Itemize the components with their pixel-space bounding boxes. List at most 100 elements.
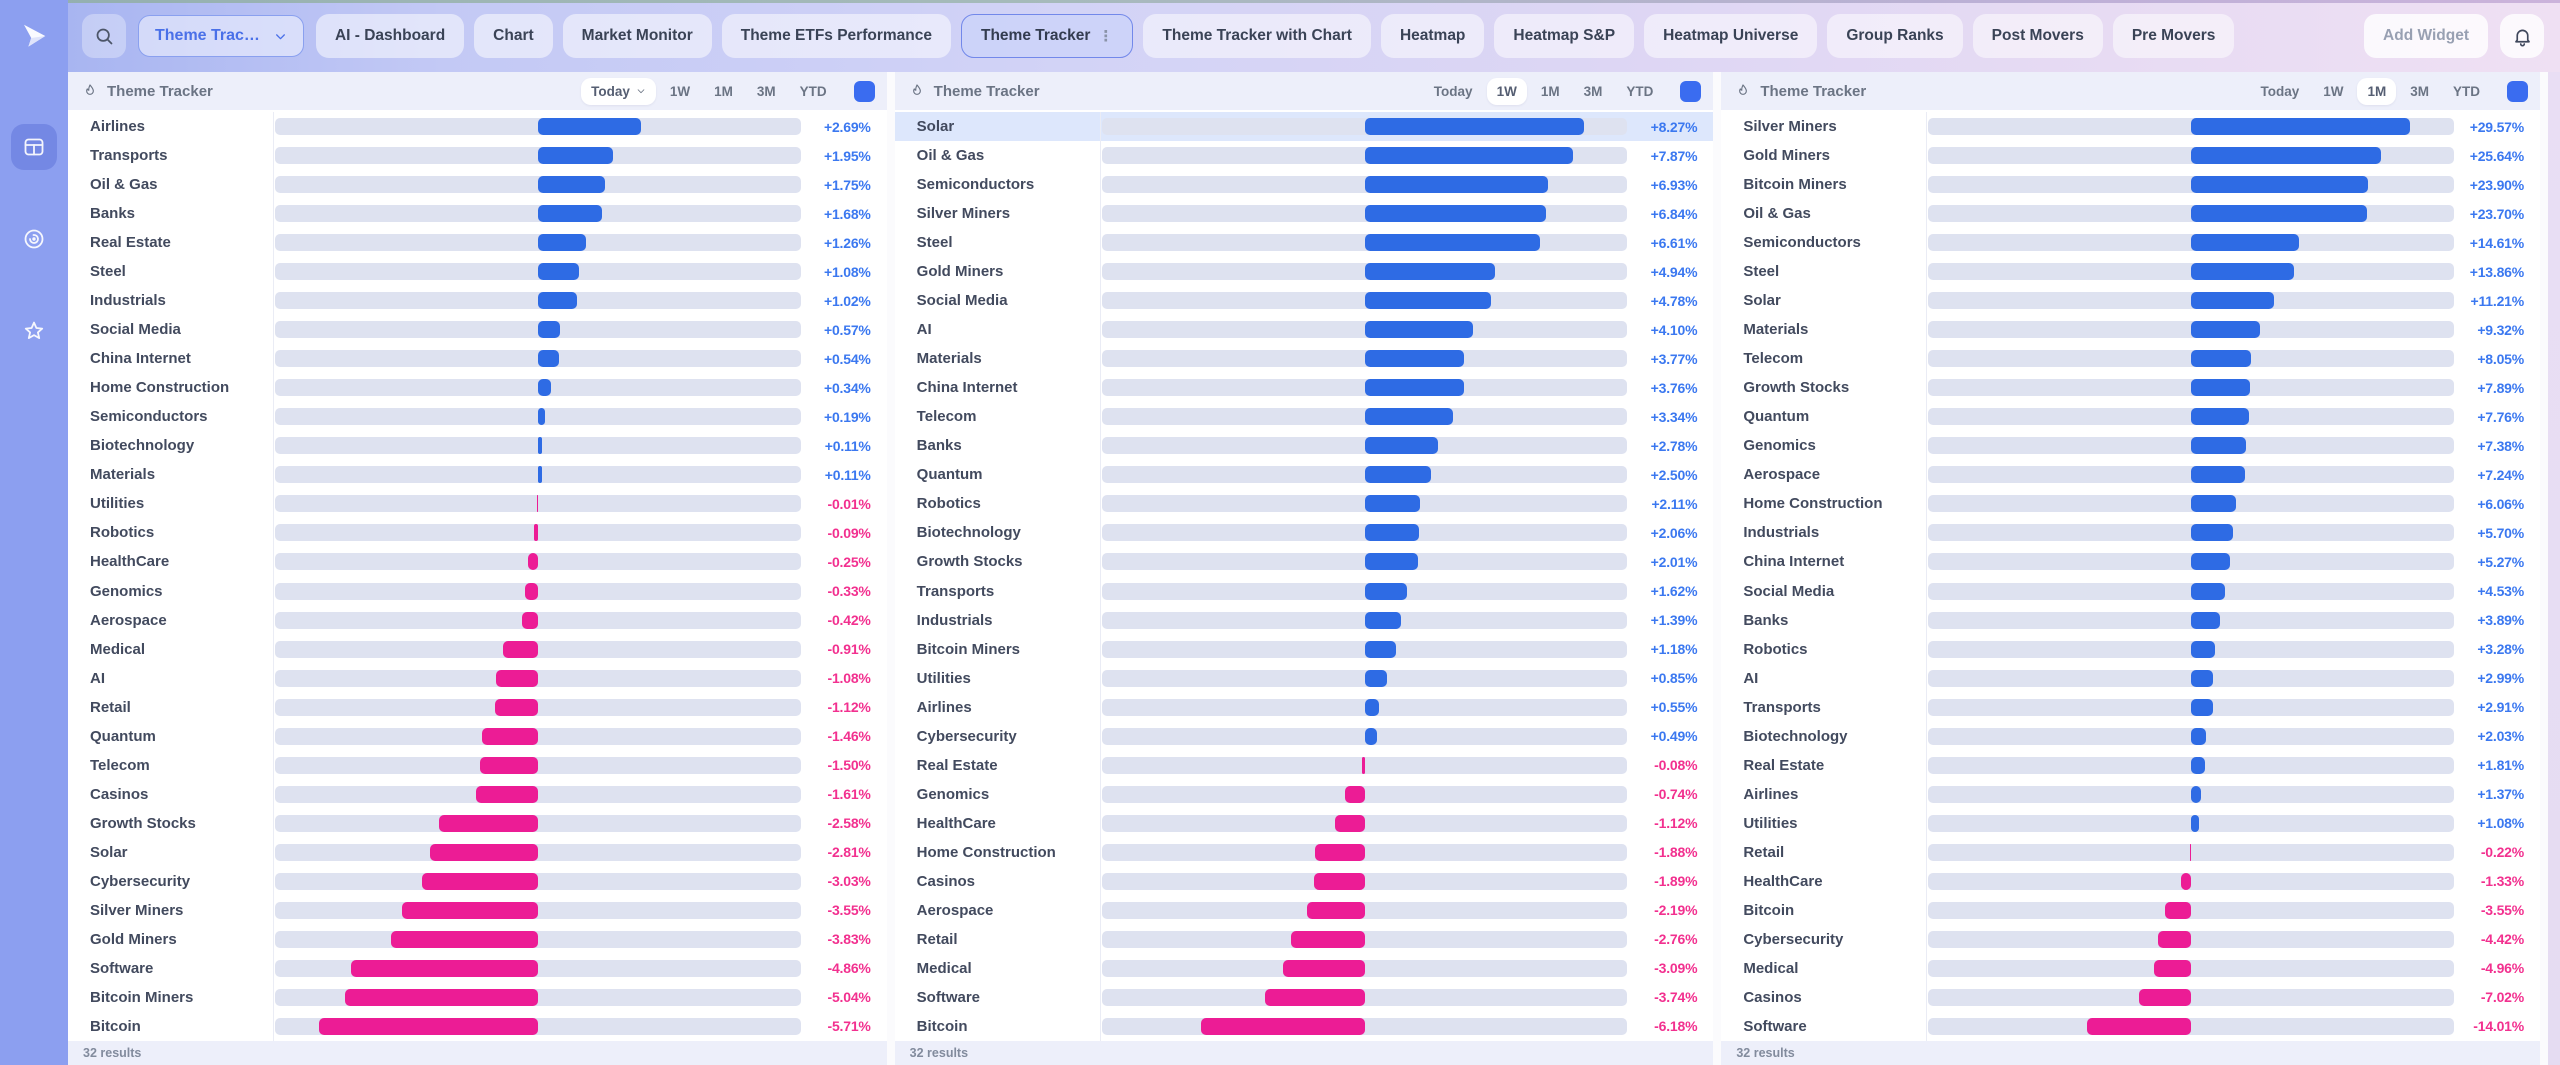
theme-row[interactable]: Bitcoin -5.71% bbox=[68, 1011, 887, 1042]
theme-row[interactable]: China Internet +0.54% bbox=[68, 344, 887, 374]
theme-row[interactable]: Materials +9.32% bbox=[1721, 315, 2540, 345]
theme-row[interactable]: Biotechnology +2.03% bbox=[1721, 721, 2540, 751]
range-ytd[interactable]: YTD bbox=[2443, 78, 2490, 105]
theme-row[interactable]: Aerospace +7.24% bbox=[1721, 460, 2540, 490]
tab-chart[interactable]: Chart bbox=[474, 14, 553, 58]
theme-row[interactable]: HealthCare -1.33% bbox=[1721, 866, 2540, 896]
range-3m[interactable]: 3M bbox=[747, 78, 786, 105]
theme-row[interactable]: Bitcoin Miners -5.04% bbox=[68, 982, 887, 1012]
theme-row[interactable]: Casinos -7.02% bbox=[1721, 982, 2540, 1012]
range-1m[interactable]: 1M bbox=[1531, 78, 1570, 105]
theme-row[interactable]: AI -1.08% bbox=[68, 663, 887, 693]
theme-row[interactable]: Home Construction -1.88% bbox=[895, 837, 1714, 867]
theme-row[interactable]: Software -4.86% bbox=[68, 953, 887, 983]
theme-row[interactable]: Utilities +0.85% bbox=[895, 663, 1714, 693]
theme-row[interactable]: Silver Miners -3.55% bbox=[68, 895, 887, 925]
search-button[interactable] bbox=[82, 14, 126, 58]
tab-post-movers[interactable]: Post Movers bbox=[1972, 14, 2103, 58]
theme-row[interactable]: Real Estate +1.81% bbox=[1721, 750, 2540, 780]
theme-row[interactable]: Telecom -1.50% bbox=[68, 750, 887, 780]
tab-heatmap[interactable]: Heatmap bbox=[1380, 14, 1485, 58]
dashboard-selector-dropdown[interactable]: Theme Trac… bbox=[138, 15, 304, 57]
range-1w[interactable]: 1W bbox=[1486, 77, 1527, 105]
theme-row[interactable]: Aerospace -2.19% bbox=[895, 895, 1714, 925]
theme-row[interactable]: Retail -1.12% bbox=[68, 692, 887, 722]
sidebar-item-tracker[interactable] bbox=[11, 216, 57, 262]
theme-row[interactable]: Medical -3.09% bbox=[895, 953, 1714, 983]
range-ytd[interactable]: YTD bbox=[1616, 78, 1663, 105]
theme-row[interactable]: Real Estate -0.08% bbox=[895, 750, 1714, 780]
theme-row[interactable]: Cybersecurity -3.03% bbox=[68, 866, 887, 896]
theme-row[interactable]: Silver Miners +29.57% bbox=[1721, 112, 2540, 142]
range-today[interactable]: Today bbox=[2250, 78, 2309, 105]
sidebar-item-favorites[interactable] bbox=[11, 308, 57, 354]
theme-row[interactable]: Biotechnology +2.06% bbox=[895, 518, 1714, 548]
theme-row[interactable]: Bitcoin Miners +1.18% bbox=[895, 634, 1714, 664]
theme-row[interactable]: Silver Miners +6.84% bbox=[895, 199, 1714, 229]
range-ytd[interactable]: YTD bbox=[790, 78, 837, 105]
theme-row[interactable]: Telecom +8.05% bbox=[1721, 344, 2540, 374]
theme-row[interactable]: Social Media +4.78% bbox=[895, 286, 1714, 316]
theme-row[interactable]: Biotechnology +0.11% bbox=[68, 431, 887, 461]
theme-row[interactable]: Growth Stocks -2.58% bbox=[68, 808, 887, 838]
theme-row[interactable]: Utilities -0.01% bbox=[68, 489, 887, 519]
tab-pre-movers[interactable]: Pre Movers bbox=[2112, 14, 2235, 58]
range-3m[interactable]: 3M bbox=[1574, 78, 1613, 105]
theme-row[interactable]: Gold Miners +4.94% bbox=[895, 257, 1714, 287]
theme-row[interactable]: Airlines +2.69% bbox=[68, 112, 887, 142]
theme-row[interactable]: Cybersecurity +0.49% bbox=[895, 721, 1714, 751]
range-1m[interactable]: 1M bbox=[704, 78, 743, 105]
theme-row[interactable]: Real Estate +1.26% bbox=[68, 228, 887, 258]
tab-market-monitor[interactable]: Market Monitor bbox=[562, 14, 712, 58]
theme-row[interactable]: Growth Stocks +2.01% bbox=[895, 547, 1714, 577]
theme-row[interactable]: Casinos -1.89% bbox=[895, 866, 1714, 896]
theme-row[interactable]: Medical -0.91% bbox=[68, 634, 887, 664]
panel-settings-button[interactable] bbox=[1680, 80, 1702, 102]
tab-heatmap-s-p[interactable]: Heatmap S&P bbox=[1494, 14, 1635, 58]
range-3m[interactable]: 3M bbox=[2400, 78, 2439, 105]
tab-options-icon[interactable]: ⋮ bbox=[1098, 28, 1114, 45]
app-logo[interactable] bbox=[0, 0, 68, 72]
theme-row[interactable]: Casinos -1.61% bbox=[68, 779, 887, 809]
theme-row[interactable]: Solar +8.27% bbox=[894, 112, 1714, 142]
theme-row[interactable]: Solar -2.81% bbox=[68, 837, 887, 867]
range-today[interactable]: Today bbox=[1424, 78, 1483, 105]
theme-row[interactable]: HealthCare -0.25% bbox=[68, 547, 887, 577]
theme-row[interactable]: Retail -2.76% bbox=[895, 924, 1714, 954]
add-widget-button[interactable]: Add Widget bbox=[2364, 14, 2488, 58]
theme-row[interactable]: Banks +3.89% bbox=[1721, 605, 2540, 635]
theme-row[interactable]: Solar +11.21% bbox=[1721, 286, 2540, 316]
range-today[interactable]: Today bbox=[581, 77, 656, 105]
theme-row[interactable]: Industrials +1.02% bbox=[68, 286, 887, 316]
theme-row[interactable]: Aerospace -0.42% bbox=[68, 605, 887, 635]
theme-row[interactable]: China Internet +5.27% bbox=[1721, 547, 2540, 577]
tab-theme-etfs-performance[interactable]: Theme ETFs Performance bbox=[721, 14, 951, 58]
theme-row[interactable]: Gold Miners -3.83% bbox=[68, 924, 887, 954]
panel-settings-button[interactable] bbox=[2507, 80, 2529, 102]
theme-row[interactable]: Home Construction +6.06% bbox=[1721, 489, 2540, 519]
theme-row[interactable]: Airlines +1.37% bbox=[1721, 779, 2540, 809]
theme-row[interactable]: Airlines +0.55% bbox=[895, 692, 1714, 722]
theme-row[interactable]: Software -14.01% bbox=[1721, 1011, 2540, 1042]
theme-row[interactable]: Cybersecurity -4.42% bbox=[1721, 924, 2540, 954]
notifications-button[interactable] bbox=[2500, 14, 2544, 58]
theme-row[interactable]: Social Media +0.57% bbox=[68, 315, 887, 345]
theme-row[interactable]: Quantum -1.46% bbox=[68, 721, 887, 751]
theme-row[interactable]: Growth Stocks +7.89% bbox=[1721, 373, 2540, 403]
theme-row[interactable]: Oil & Gas +23.70% bbox=[1721, 199, 2540, 229]
panel-settings-button[interactable] bbox=[853, 80, 875, 102]
tab-theme-tracker-with-chart[interactable]: Theme Tracker with Chart bbox=[1143, 14, 1371, 58]
tab-ai-dashboard[interactable]: AI - Dashboard bbox=[315, 14, 465, 58]
range-1m[interactable]: 1M bbox=[2357, 77, 2397, 105]
theme-row[interactable]: HealthCare -1.12% bbox=[895, 808, 1714, 838]
range-1w[interactable]: 1W bbox=[660, 78, 700, 105]
theme-row[interactable]: Medical -4.96% bbox=[1721, 953, 2540, 983]
theme-row[interactable]: Semiconductors +6.93% bbox=[895, 170, 1714, 200]
theme-row[interactable]: Transports +1.95% bbox=[68, 141, 887, 171]
theme-row[interactable]: China Internet +3.76% bbox=[895, 373, 1714, 403]
theme-row[interactable]: Home Construction +0.34% bbox=[68, 373, 887, 403]
theme-row[interactable]: Industrials +1.39% bbox=[895, 605, 1714, 635]
theme-row[interactable]: Oil & Gas +7.87% bbox=[895, 141, 1714, 171]
theme-row[interactable]: Utilities +1.08% bbox=[1721, 808, 2540, 838]
theme-row[interactable]: Semiconductors +14.61% bbox=[1721, 228, 2540, 258]
